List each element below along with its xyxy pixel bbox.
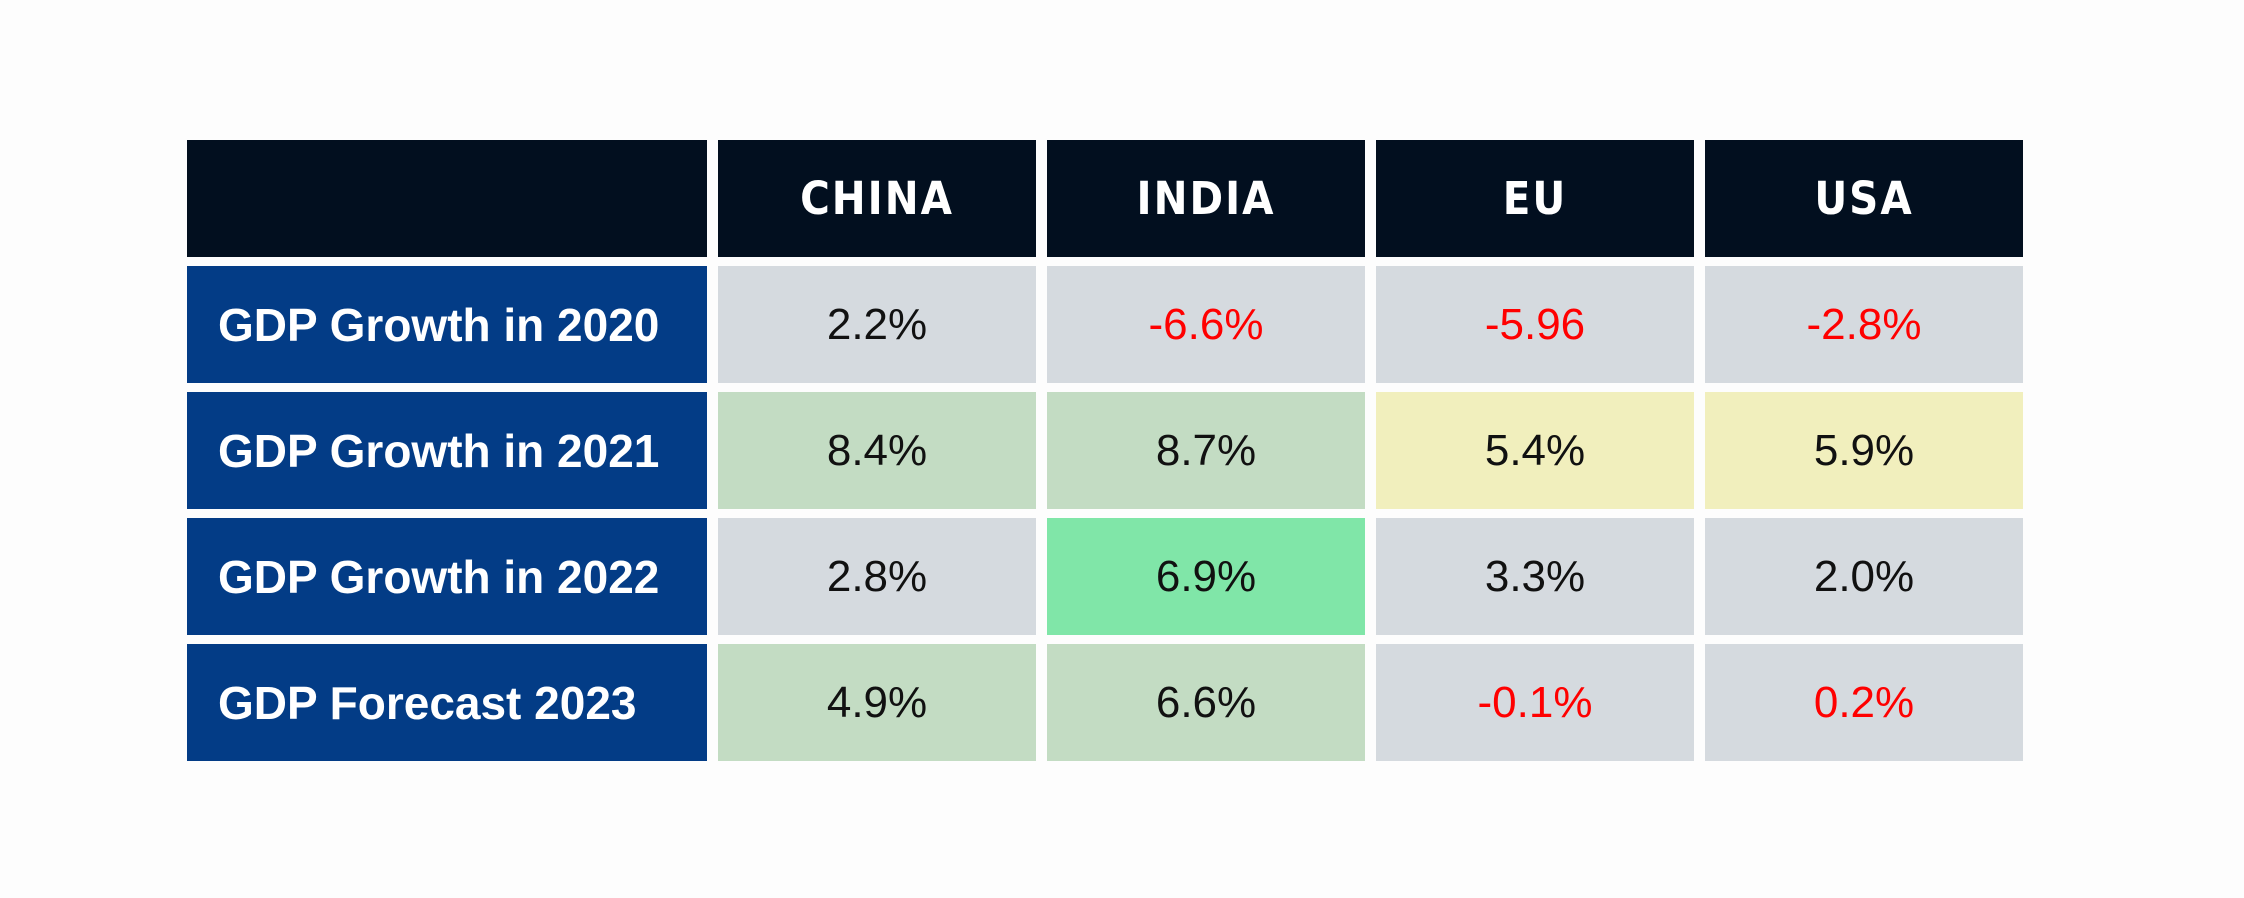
- row-header-2: GDP Growth in 2021: [187, 392, 707, 509]
- value-cell-china-row-3: 2.8%: [718, 518, 1036, 635]
- column-header-usa: USA: [1705, 140, 2023, 257]
- value-cell-eu-row-4: -0.1%: [1376, 644, 1694, 761]
- row-header-3: GDP Growth in 2022: [187, 518, 707, 635]
- value-cell-india-row-1: -6.6%: [1047, 266, 1365, 383]
- column-header-china: CHINA: [718, 140, 1036, 257]
- column-header-eu: EU: [1376, 140, 1694, 257]
- value-cell-usa-row-4: 0.2%: [1705, 644, 2023, 761]
- row-header-4: GDP Forecast 2023: [187, 644, 707, 761]
- value-cell-usa-row-2: 5.9%: [1705, 392, 2023, 509]
- value-cell-eu-row-1: -5.96: [1376, 266, 1694, 383]
- value-cell-china-row-2: 8.4%: [718, 392, 1036, 509]
- value-cell-china-row-1: 2.2%: [718, 266, 1036, 383]
- value-cell-india-row-4: 6.6%: [1047, 644, 1365, 761]
- column-header-india: INDIA: [1047, 140, 1365, 257]
- row-header-1: GDP Growth in 2020: [187, 266, 707, 383]
- value-cell-india-row-2: 8.7%: [1047, 392, 1365, 509]
- value-cell-usa-row-1: -2.8%: [1705, 266, 2023, 383]
- gdp-growth-table: CHINA INDIA EU USA GDP Growth in 2020 2.2…: [187, 140, 2023, 761]
- value-cell-india-row-3: 6.9%: [1047, 518, 1365, 635]
- value-cell-eu-row-2: 5.4%: [1376, 392, 1694, 509]
- value-cell-eu-row-3: 3.3%: [1376, 518, 1694, 635]
- corner-header-cell: [187, 140, 707, 257]
- value-cell-china-row-4: 4.9%: [718, 644, 1036, 761]
- value-cell-usa-row-3: 2.0%: [1705, 518, 2023, 635]
